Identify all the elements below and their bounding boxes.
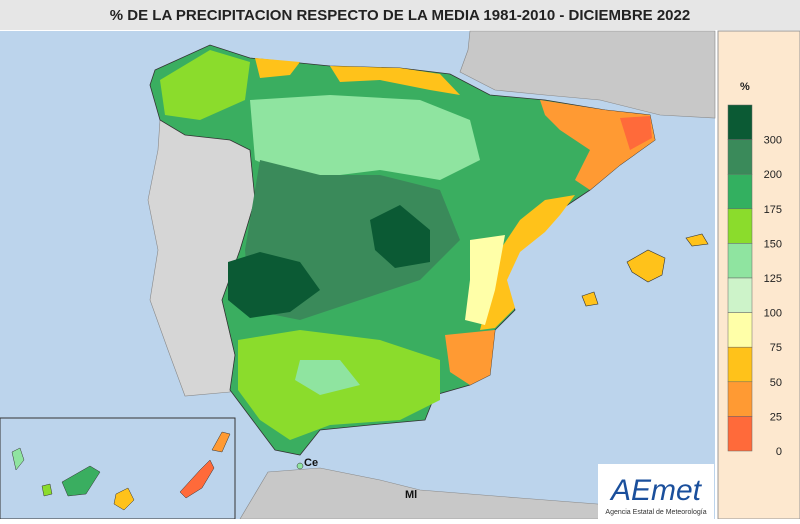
area: [255, 58, 300, 78]
ibiza: [581, 291, 599, 307]
legend-label: 300: [764, 135, 782, 147]
island: [41, 483, 53, 497]
ceuta: [296, 462, 304, 470]
precipitation-areas: [160, 50, 655, 440]
legend-swatch: [727, 173, 753, 210]
area: [480, 195, 575, 330]
legend-swatch: [727, 243, 753, 279]
area: [160, 50, 250, 120]
logo: AEmet: [609, 474, 703, 507]
island: [113, 487, 135, 511]
legend-swatch: [727, 139, 753, 175]
legend-swatch: [727, 277, 753, 313]
island: [61, 465, 101, 497]
area: [250, 95, 480, 180]
area: [465, 235, 505, 325]
legend-label: 25: [770, 411, 782, 423]
area: [445, 330, 495, 385]
mallorca: [626, 249, 666, 283]
legend-label: 75: [770, 342, 782, 354]
legend-swatch: [727, 104, 753, 140]
legend-label: 150: [764, 238, 782, 250]
title-bar: [0, 0, 800, 30]
legend-label: 50: [770, 377, 782, 389]
logo-box: [598, 464, 714, 519]
legend: 300 200 175 150 125 100 75 50 25 0: [727, 104, 782, 458]
menorca: [685, 233, 709, 247]
legend-label: 200: [764, 169, 782, 181]
legend-label: 0: [776, 446, 782, 458]
legend-unit: %: [740, 81, 750, 93]
france: [459, 30, 716, 119]
title: % DE LA PRECIPITACION RESPECTO DE LA MED…: [110, 7, 690, 24]
map-label: Ml: [405, 489, 417, 501]
island: [11, 447, 25, 471]
legend-swatch: [727, 208, 753, 244]
area: [620, 116, 652, 150]
legend-swatch: [727, 312, 753, 348]
legend-swatch: [727, 381, 753, 417]
area: [330, 66, 460, 95]
area: [295, 360, 360, 395]
map-label: Ce: [304, 457, 318, 469]
area: [228, 252, 320, 318]
island: [211, 431, 231, 453]
legend-swatch: [727, 346, 753, 383]
legend-label: 175: [764, 204, 782, 216]
legend-swatch: [727, 416, 753, 452]
legend-label: 100: [764, 308, 782, 320]
logo-subtitle: Agencia Estatal de Meteorología: [605, 509, 706, 516]
area: [370, 205, 430, 268]
legend-label: 125: [764, 273, 782, 285]
island: [179, 459, 215, 499]
